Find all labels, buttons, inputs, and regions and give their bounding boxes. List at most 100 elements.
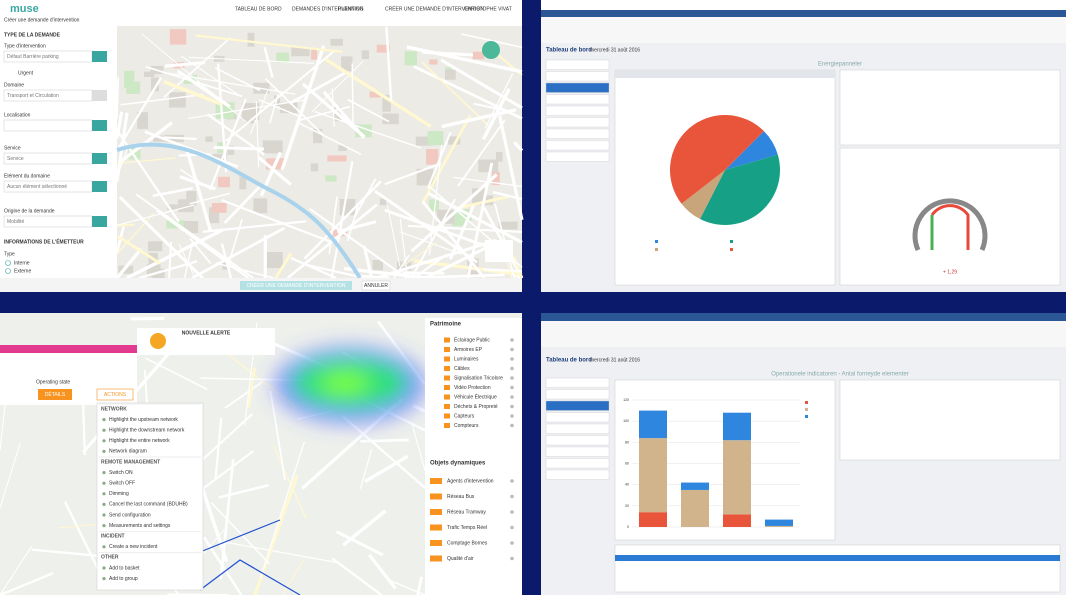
- street: [121, 121, 174, 162]
- layer-toggle[interactable]: [510, 423, 514, 428]
- bar-segment: [765, 519, 793, 526]
- field-input[interactable]: [3, 119, 93, 132]
- street: [421, 200, 486, 279]
- map-pin: [482, 41, 500, 59]
- layer-toggle[interactable]: [510, 414, 514, 418]
- field-dropdown[interactable]: [92, 90, 107, 101]
- layer-item[interactable]: Signalisation Tricolore: [454, 375, 503, 381]
- menu-item[interactable]: Send configuration: [109, 512, 151, 518]
- layer-toggle[interactable]: [510, 376, 514, 380]
- menu-item[interactable]: Highlight the upstream network: [109, 417, 178, 423]
- layer-toggle[interactable]: [510, 385, 514, 390]
- layer-toggle[interactable]: [510, 347, 514, 352]
- details-button[interactable]: [38, 389, 72, 400]
- nav-item[interactable]: DEMANDES D'INTERVENTION: [292, 6, 364, 12]
- details-label[interactable]: DÉTAILS: [45, 391, 66, 398]
- layer-toggle[interactable]: [510, 525, 514, 530]
- actions-button[interactable]: [96, 388, 134, 401]
- field-dropdown[interactable]: [92, 51, 107, 62]
- sidebar-item[interactable]: [545, 105, 610, 116]
- sidebar-item[interactable]: [545, 412, 610, 423]
- nav-item[interactable]: PLANNING: [338, 6, 364, 12]
- layer-item[interactable]: Comptage Bornes: [447, 540, 488, 546]
- field-label: Type d'intervention: [4, 43, 46, 49]
- cancel-button[interactable]: [361, 280, 391, 291]
- layer-item[interactable]: Câbles: [454, 366, 470, 372]
- field-value: Transport et Circulation: [7, 93, 59, 99]
- field-dropdown[interactable]: [92, 181, 107, 192]
- layer-item[interactable]: Déchets & Propreté: [454, 404, 498, 410]
- nav-item[interactable]: CRÉER UNE DEMANDE D'INTERVENTION: [385, 5, 484, 12]
- sidebar-item[interactable]: [545, 94, 610, 105]
- radio[interactable]: [5, 268, 11, 274]
- menu-item[interactable]: Add to group: [109, 576, 138, 582]
- layer-item[interactable]: Compteurs: [454, 423, 479, 429]
- sidebar-item[interactable]: [545, 458, 610, 469]
- layer-item[interactable]: Luminaires: [454, 356, 479, 362]
- menu-item[interactable]: Dimming: [109, 491, 129, 497]
- field-value: Mobilité: [7, 219, 24, 225]
- submit-label[interactable]: CRÉER UNE DEMANDE D'INTERVENTION: [247, 282, 346, 289]
- field-dropdown[interactable]: [92, 216, 107, 227]
- bar-segment: [681, 489, 709, 527]
- sidebar-item[interactable]: [545, 128, 610, 139]
- sidebar-item[interactable]: [545, 377, 610, 388]
- layer-item[interactable]: Réseau Bus: [447, 494, 475, 500]
- menu-item[interactable]: Create a new incident: [109, 544, 158, 550]
- layer-toggle[interactable]: [510, 541, 514, 545]
- layer-item[interactable]: Qualité d'air: [447, 556, 474, 562]
- asset-card-header: [0, 345, 137, 353]
- sidebar-item[interactable]: [545, 151, 610, 162]
- menu-item[interactable]: Switch ON: [109, 470, 133, 476]
- actions-label[interactable]: ACTIONS: [104, 392, 127, 398]
- menu-item[interactable]: Cancel the last command (BDUHB): [109, 502, 188, 508]
- layer-toggle[interactable]: [510, 357, 514, 361]
- sidebar-item[interactable]: [545, 423, 610, 434]
- radio[interactable]: [5, 260, 11, 266]
- nav-item[interactable]: TABLEAU DE BORD: [235, 6, 282, 12]
- sidebar-item[interactable]: [545, 71, 610, 82]
- street: [360, 438, 409, 443]
- menu-item[interactable]: Add to basket: [109, 565, 140, 571]
- layer-toggle[interactable]: [510, 479, 514, 483]
- menu-icon: [102, 428, 106, 432]
- menu-item[interactable]: Highlight the entire network: [109, 438, 170, 444]
- street: [265, 78, 324, 136]
- sidebar-item[interactable]: [545, 389, 610, 400]
- sidebar-item[interactable]: [545, 446, 610, 457]
- sidebar-item[interactable]: [545, 140, 610, 151]
- menu-icon: [102, 418, 106, 422]
- layer-item[interactable]: Vidéo Protection: [454, 385, 491, 391]
- sidebar-item[interactable]: [545, 469, 610, 480]
- menu-item[interactable]: Network diagram: [109, 449, 147, 455]
- sidebar-item[interactable]: [545, 117, 610, 128]
- field-dropdown[interactable]: [92, 153, 107, 164]
- layer-item[interactable]: Capteurs: [454, 413, 475, 419]
- layer-toggle[interactable]: [510, 404, 514, 409]
- menu-item[interactable]: Highlight the downstream network: [109, 428, 185, 434]
- layer-item[interactable]: Armoires EP: [454, 347, 483, 353]
- field-dropdown[interactable]: [92, 120, 107, 131]
- cancel-label[interactable]: ANNULER: [364, 283, 388, 289]
- sidebar-item[interactable]: [545, 82, 610, 93]
- layer-toggle[interactable]: [510, 510, 514, 514]
- layer-toggle[interactable]: [510, 556, 514, 561]
- submit-button[interactable]: [240, 281, 352, 290]
- layer-toggle[interactable]: [510, 338, 514, 342]
- layer-toggle[interactable]: [510, 494, 514, 499]
- layer-item[interactable]: Éclairage Public: [454, 336, 490, 343]
- map-menu[interactable]: [485, 240, 513, 262]
- layer-item[interactable]: Agents d'intervention: [447, 478, 494, 484]
- layer-item[interactable]: Véhicule Électrique: [454, 393, 497, 400]
- menu-item[interactable]: Switch OFF: [109, 481, 135, 487]
- layer-item[interactable]: Trafic Temps Réel: [447, 525, 487, 531]
- menu-item[interactable]: Measurements and settings: [109, 523, 171, 529]
- layer-toggle[interactable]: [510, 366, 514, 371]
- sidebar-item[interactable]: [545, 400, 610, 411]
- layer-item[interactable]: Réseau Tramway: [447, 509, 486, 515]
- sidebar-item[interactable]: [545, 435, 610, 446]
- sidebar-item[interactable]: [545, 59, 610, 70]
- street: [258, 99, 301, 118]
- urgent-toggle[interactable]: Urgent: [18, 70, 34, 76]
- layer-toggle[interactable]: [510, 395, 514, 399]
